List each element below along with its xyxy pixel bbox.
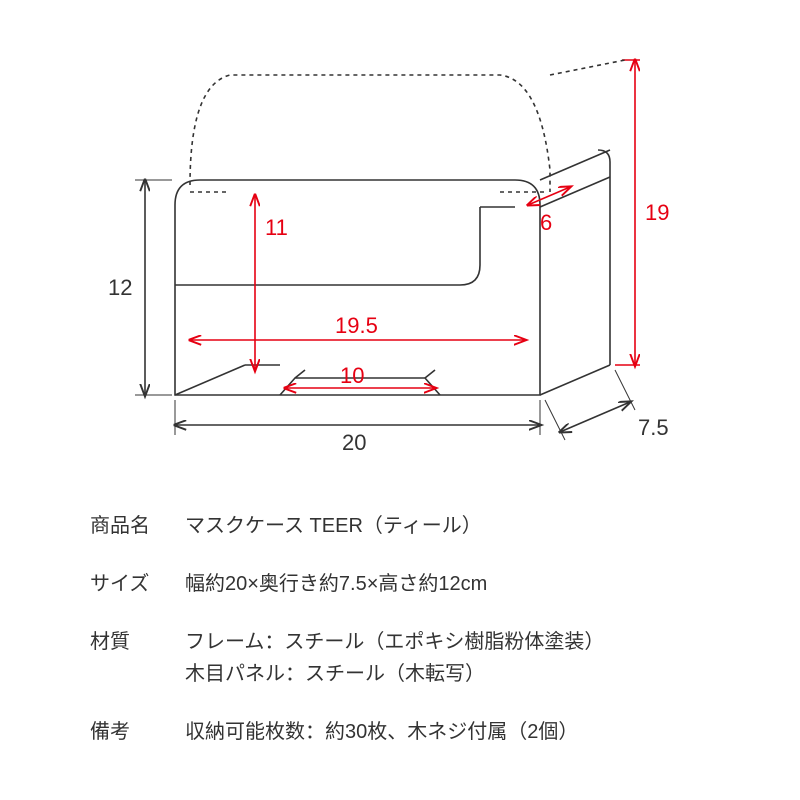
dim-width: 20 bbox=[342, 430, 366, 455]
dim-inner-depth: 6 bbox=[540, 210, 552, 235]
dim-height: 12 bbox=[108, 275, 132, 300]
dim-inner-width: 19.5 bbox=[335, 313, 378, 338]
spec-row: サイズ 幅約20×奥行き約7.5×高さ約12cm bbox=[90, 568, 710, 600]
spec-row: 商品名 マスクケース TEER（ティール） bbox=[90, 510, 710, 542]
spec-row: 材質 フレーム：スチール（エポキシ樹脂粉体塗装） 木目パネル：スチール（木転写） bbox=[90, 626, 710, 690]
spec-label: 備考 bbox=[90, 716, 185, 748]
dim-open-height: 19 bbox=[645, 200, 669, 225]
spec-table: 商品名 マスクケース TEER（ティール） サイズ 幅約20×奥行き約7.5×高… bbox=[90, 510, 710, 774]
dim-inner-height: 11 bbox=[265, 215, 288, 240]
spec-value: マスクケース TEER（ティール） bbox=[185, 510, 710, 542]
spec-value: 収納可能枚数：約30枚、木ネジ付属（2個） bbox=[185, 716, 710, 748]
diagram-svg: 12 20 7.5 19 11 6 19.5 10 bbox=[80, 40, 720, 460]
spec-label: 商品名 bbox=[90, 510, 185, 542]
dim-depth: 7.5 bbox=[638, 415, 669, 440]
dimension-diagram: 12 20 7.5 19 11 6 19.5 10 bbox=[80, 40, 720, 460]
spec-value: フレーム：スチール（エポキシ樹脂粉体塗装） 木目パネル：スチール（木転写） bbox=[185, 626, 710, 690]
spec-label: サイズ bbox=[90, 568, 185, 600]
dim-slot-width: 10 bbox=[340, 363, 364, 388]
spec-row: 備考 収納可能枚数：約30枚、木ネジ付属（2個） bbox=[90, 716, 710, 748]
spec-label: 材質 bbox=[90, 626, 185, 658]
spec-value: 幅約20×奥行き約7.5×高さ約12cm bbox=[185, 568, 710, 600]
